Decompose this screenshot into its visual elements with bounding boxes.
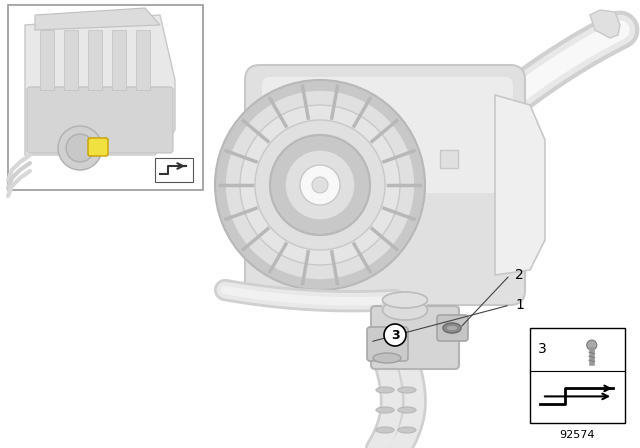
Circle shape [384, 324, 406, 346]
Bar [136, 30, 150, 90]
Ellipse shape [376, 407, 394, 413]
Bar [440, 150, 458, 168]
Bar [155, 158, 193, 182]
Polygon shape [590, 10, 620, 38]
FancyBboxPatch shape [262, 77, 513, 193]
Text: 1: 1 [515, 298, 524, 312]
Circle shape [58, 126, 102, 170]
Circle shape [270, 135, 370, 235]
Ellipse shape [398, 427, 416, 433]
Bar [8, 5, 203, 190]
FancyBboxPatch shape [437, 315, 468, 341]
FancyBboxPatch shape [245, 65, 525, 305]
Circle shape [285, 150, 355, 220]
FancyBboxPatch shape [88, 138, 108, 156]
FancyBboxPatch shape [235, 125, 285, 195]
Polygon shape [35, 8, 160, 30]
Circle shape [255, 120, 385, 250]
Bar [112, 30, 126, 90]
Circle shape [215, 80, 425, 290]
Ellipse shape [398, 387, 416, 393]
Text: 2: 2 [515, 268, 524, 282]
Bar [382, 300, 427, 315]
Bar [530, 328, 625, 423]
Circle shape [587, 340, 596, 350]
Polygon shape [25, 15, 175, 155]
Circle shape [240, 105, 400, 265]
Circle shape [225, 90, 415, 280]
Circle shape [300, 165, 340, 205]
Polygon shape [495, 95, 545, 275]
Text: 3: 3 [390, 328, 399, 341]
Circle shape [312, 177, 328, 193]
Ellipse shape [383, 292, 428, 308]
Ellipse shape [376, 387, 394, 393]
Ellipse shape [443, 323, 461, 333]
FancyBboxPatch shape [367, 327, 408, 361]
Text: 92574: 92574 [559, 430, 595, 440]
Ellipse shape [383, 300, 428, 320]
Bar [88, 30, 102, 90]
Bar [64, 30, 78, 90]
Ellipse shape [446, 325, 458, 331]
Text: 3: 3 [538, 342, 547, 356]
FancyBboxPatch shape [27, 87, 173, 153]
Circle shape [66, 134, 94, 162]
FancyBboxPatch shape [371, 306, 459, 369]
Bar [40, 30, 54, 90]
Ellipse shape [373, 353, 401, 363]
Ellipse shape [376, 427, 394, 433]
Ellipse shape [398, 407, 416, 413]
